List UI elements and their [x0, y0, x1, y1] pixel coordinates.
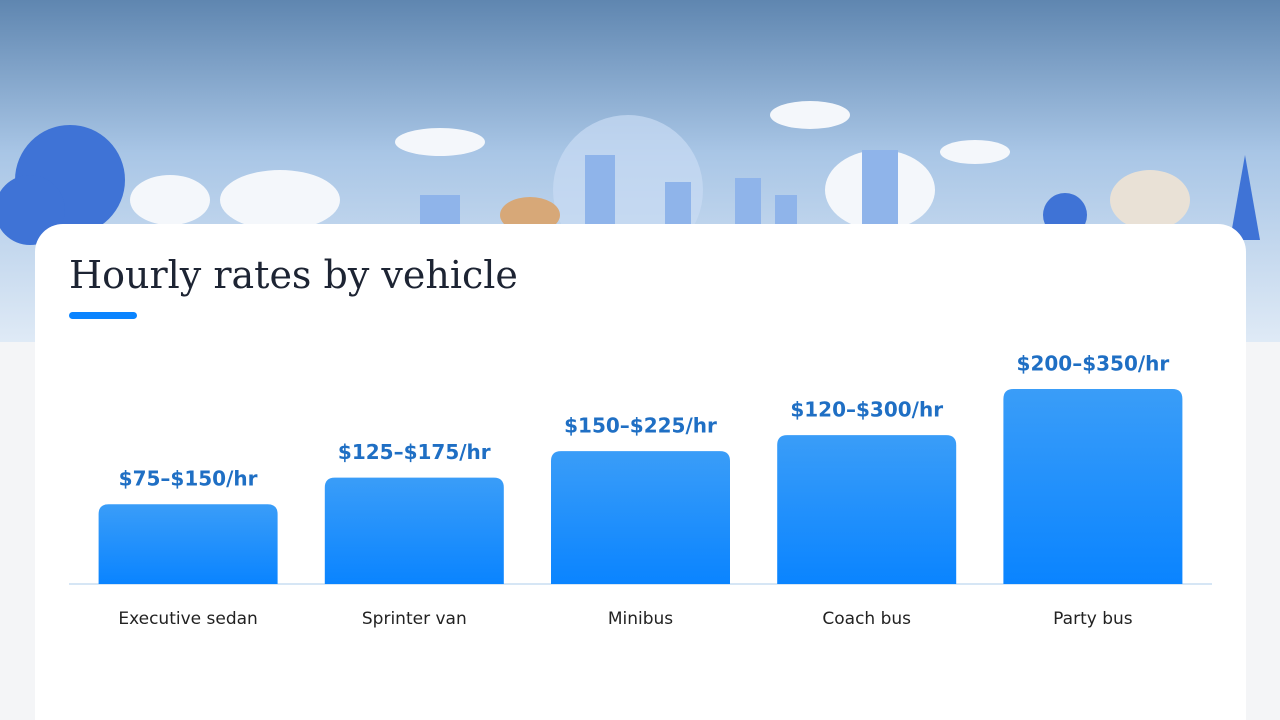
x-tick-label: Executive sedan — [118, 609, 257, 629]
x-tick-label: Minibus — [608, 609, 673, 629]
x-tick-label: Party bus — [1053, 609, 1133, 629]
x-tick-label: Sprinter van — [362, 609, 467, 629]
x-tick-label: Coach bus — [822, 609, 911, 629]
bar — [1003, 389, 1183, 584]
value-label: $150–$225/hr — [564, 414, 717, 438]
value-label: $200–$350/hr — [1017, 352, 1170, 376]
bar — [324, 477, 504, 584]
plot: $75–$150/hr Executive sedan $125–$175/hr Sp… — [98, 352, 1183, 629]
bar — [551, 451, 730, 584]
value-label: $125–$175/hr — [338, 440, 491, 464]
value-label: $120–$300/hr — [790, 398, 943, 422]
value-label: $75–$150/hr — [119, 467, 258, 491]
chart-title: Hourly rates by vehicle — [69, 253, 518, 297]
title-underline — [69, 312, 137, 319]
bar — [777, 435, 957, 584]
bar — [98, 504, 278, 584]
